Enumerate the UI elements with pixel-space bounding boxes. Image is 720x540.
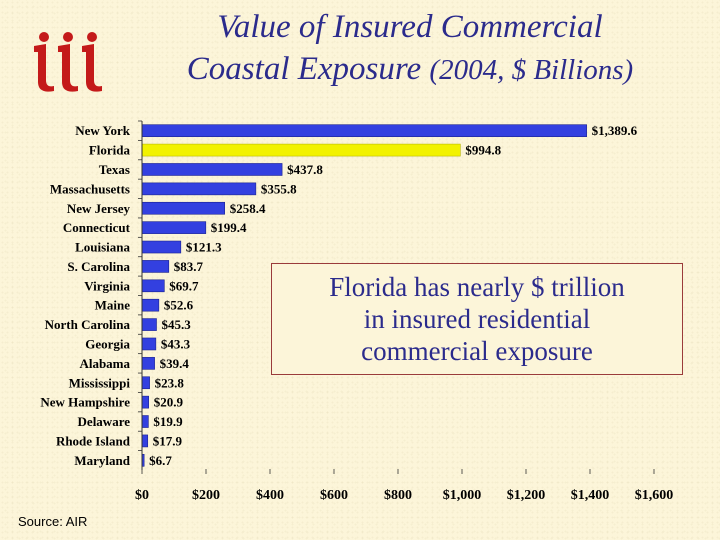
title-line-2-main: Coastal Exposure xyxy=(186,51,422,87)
bar-new-hampshire xyxy=(141,395,149,409)
category-label-virginia: Virginia xyxy=(84,278,130,293)
bar-louisiana xyxy=(141,240,182,254)
data-label-new-hampshire: $20.9 xyxy=(154,395,184,410)
category-label-massachusetts: Massachusetts xyxy=(50,181,130,196)
category-label-new-hampshire: New Hampshire xyxy=(40,395,130,410)
category-label-s-carolina: S. Carolina xyxy=(67,259,130,274)
x-tick-label: $1,200 xyxy=(507,488,546,503)
data-label-alabama: $39.4 xyxy=(160,356,190,371)
category-label-north-carolina: North Carolina xyxy=(45,317,131,332)
labels-group: New York $1,389.6 Florida $994.8 Texas $437.8… xyxy=(40,123,673,503)
bar-rhode-island xyxy=(141,434,149,448)
category-label-texas: Texas xyxy=(99,162,130,177)
callout-box: Florida has nearly $ trillion in insured… xyxy=(271,263,683,375)
bar-connecticut xyxy=(141,221,207,234)
bar-maine xyxy=(141,298,160,312)
x-tick-label: $800 xyxy=(384,488,412,503)
callout-line-1: Florida has nearly $ trillion xyxy=(329,272,625,302)
title-line-2-paren: (2004, $ Billions) xyxy=(429,54,634,86)
category-label-mississippi: Mississippi xyxy=(69,375,131,390)
data-label-connecticut: $199.4 xyxy=(211,220,247,235)
data-label-delaware: $19.9 xyxy=(153,414,183,429)
bar-alabama xyxy=(141,357,155,370)
data-label-new-york: $1,389.6 xyxy=(592,123,638,138)
title-line-1: Value of Insured Commercial xyxy=(217,9,603,45)
data-label-s-carolina: $83.7 xyxy=(174,259,204,274)
bar-virginia xyxy=(141,279,165,293)
bar-new-york xyxy=(141,124,587,137)
bar-florida xyxy=(141,143,461,157)
x-tick-label: $1,000 xyxy=(443,488,482,503)
category-label-delaware: Delaware xyxy=(78,414,131,429)
x-tick-label: $1,400 xyxy=(571,488,610,503)
bar-georgia xyxy=(141,337,157,351)
data-label-texas: $437.8 xyxy=(287,162,323,177)
bar-mississippi xyxy=(141,376,150,390)
callout-line-3: commercial exposure xyxy=(361,336,593,366)
bar-texas xyxy=(141,163,283,176)
bar-new-jersey xyxy=(141,201,225,215)
iii-logo xyxy=(34,32,102,92)
category-label-louisiana: Louisiana xyxy=(75,240,130,255)
data-label-florida: $994.8 xyxy=(465,143,501,158)
x-tick-label: $0 xyxy=(135,488,149,503)
category-label-new-jersey: New Jersey xyxy=(67,201,131,216)
title-line-2: Coastal Exposure (2004, $ Billions) xyxy=(120,48,700,91)
bar-massachusetts xyxy=(141,182,257,196)
data-label-georgia: $43.3 xyxy=(161,336,191,351)
source-note: Source: AIR xyxy=(18,514,88,529)
data-label-virginia: $69.7 xyxy=(169,278,199,293)
bar-delaware xyxy=(141,415,149,428)
data-label-new-jersey: $258.4 xyxy=(230,201,266,216)
category-label-connecticut: Connecticut xyxy=(63,220,131,235)
x-tick-label: $1,600 xyxy=(635,488,674,503)
category-label-georgia: Georgia xyxy=(85,336,130,351)
category-label-alabama: Alabama xyxy=(79,356,130,371)
data-label-mississippi: $23.8 xyxy=(155,375,185,390)
x-tick-label: $600 xyxy=(320,488,348,503)
category-label-rhode-island: Rhode Island xyxy=(56,433,131,448)
category-label-maryland: Maryland xyxy=(74,453,130,468)
category-label-maine: Maine xyxy=(95,298,131,313)
data-label-louisiana: $121.3 xyxy=(186,240,222,255)
bar-s-carolina xyxy=(141,260,170,273)
category-label-florida: Florida xyxy=(89,143,131,158)
data-label-north-carolina: $45.3 xyxy=(161,317,191,332)
data-label-rhode-island: $17.9 xyxy=(153,433,183,448)
data-label-massachusetts: $355.8 xyxy=(261,181,297,196)
callout-line-2: in insured residential xyxy=(363,304,591,334)
axes-group xyxy=(138,120,655,474)
data-label-maine: $52.6 xyxy=(164,298,194,313)
x-tick-label: $200 xyxy=(192,488,220,503)
bar-north-carolina xyxy=(141,318,157,331)
bars-group xyxy=(141,124,587,467)
data-label-maryland: $6.7 xyxy=(149,453,172,468)
x-tick-label: $400 xyxy=(256,488,284,503)
category-label-new-york: New York xyxy=(75,123,131,138)
chart-title: Value of Insured Commercial Coastal Expo… xyxy=(120,6,700,91)
